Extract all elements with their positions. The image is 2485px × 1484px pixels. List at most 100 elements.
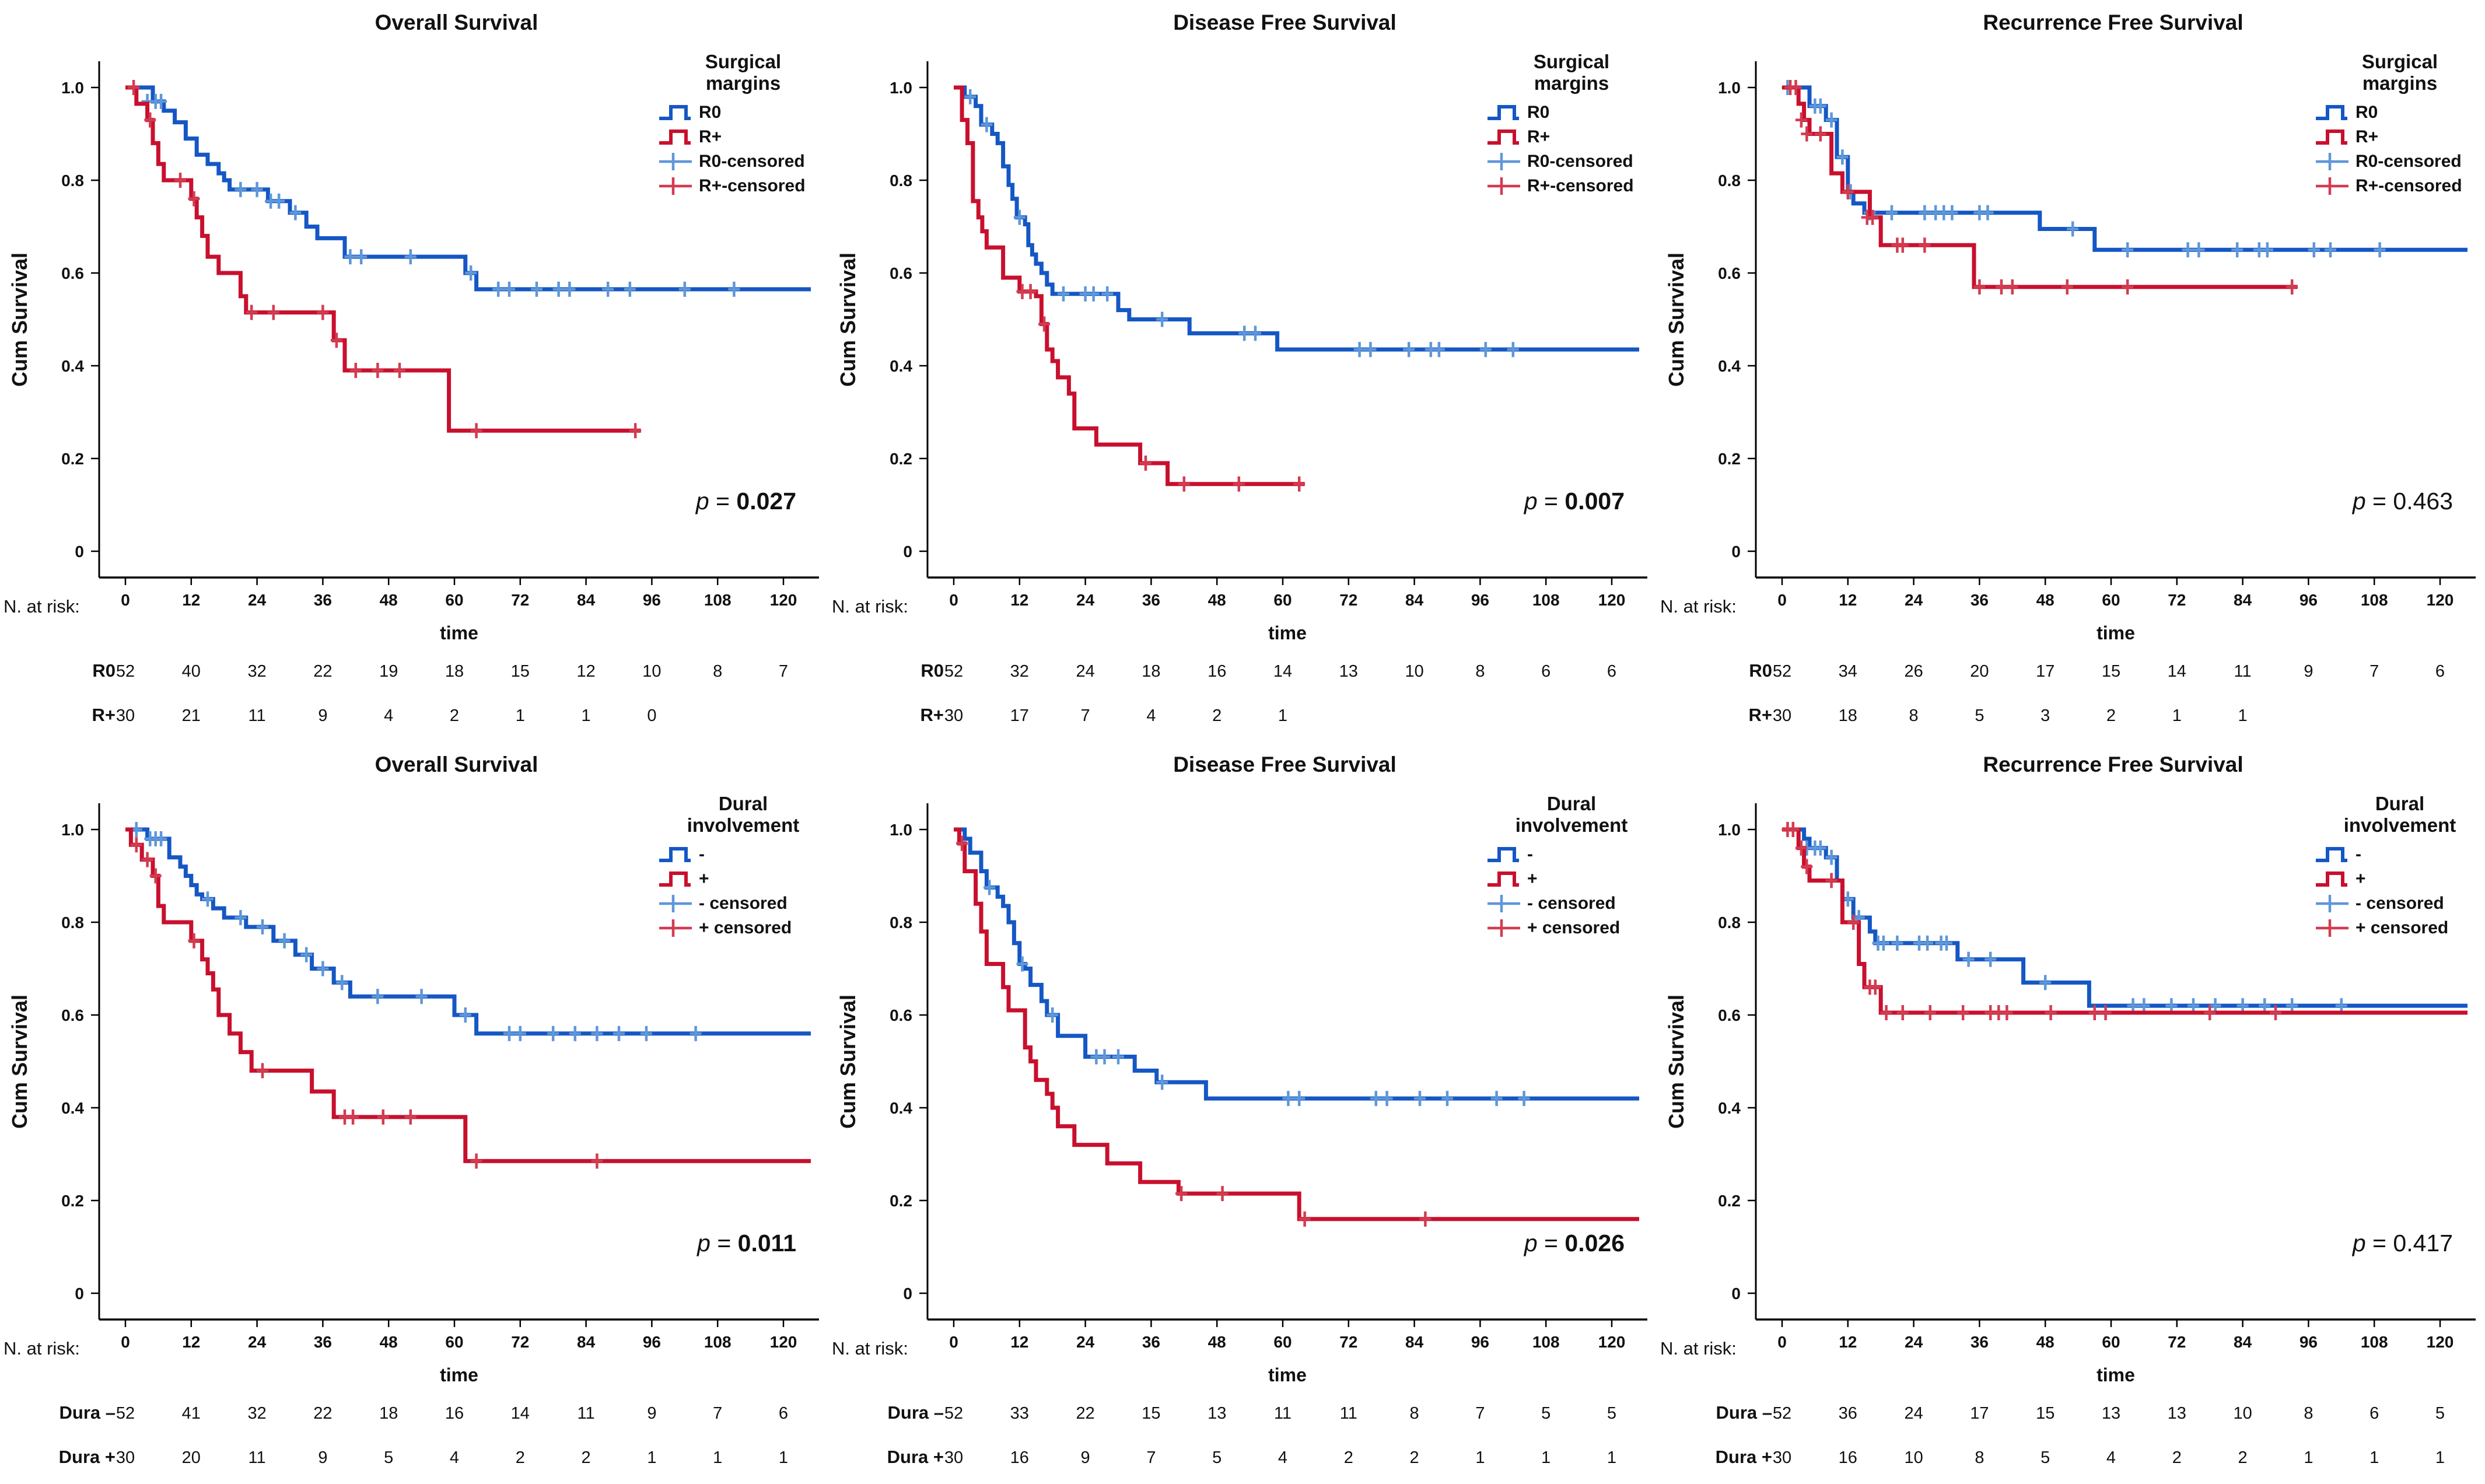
risk-value: 10	[1904, 1448, 1923, 1467]
n-at-risk-label: N. at risk:	[832, 596, 908, 617]
y-axis-label: Cum Survival	[1664, 252, 1688, 387]
risk-value: 7	[713, 1404, 722, 1423]
risk-value: 30	[1773, 706, 1791, 725]
step-line-icon	[2315, 869, 2353, 890]
x-tick-label: 48	[2036, 1333, 2054, 1351]
y-tick-label: 0.8	[890, 172, 912, 190]
y-tick-label: 0.4	[890, 1099, 912, 1117]
legend-entry: -	[2315, 842, 2485, 867]
x-tick-label: 72	[2168, 591, 2186, 609]
risk-value: 2	[2106, 706, 2116, 725]
step-line-icon	[658, 844, 696, 865]
p-value: p = 0.007	[1524, 488, 1625, 514]
x-tick-label: 0	[121, 591, 130, 609]
x-tick-label: 12	[1010, 1333, 1028, 1351]
x-tick-label: 108	[2361, 591, 2388, 609]
risk-value: 1	[2172, 706, 2182, 725]
legend-entry: + censored	[658, 916, 828, 940]
legend: Dural involvement - + - censored + censo…	[658, 793, 828, 940]
x-tick-label: 60	[2102, 1333, 2120, 1351]
risk-value: 52	[116, 1404, 135, 1423]
risk-value: 32	[247, 1404, 266, 1423]
legend-entry: + censored	[2315, 916, 2485, 940]
x-tick-label: 108	[1532, 1333, 1560, 1351]
risk-value: 1	[2304, 1448, 2313, 1467]
legend-entry: R0	[658, 100, 828, 125]
x-tick-label: 12	[182, 591, 200, 609]
legend-entries: - + - censored + censored	[1486, 842, 1657, 940]
risk-value: 1	[1475, 1448, 1485, 1467]
panel-title: Recurrence Free Survival	[1983, 10, 2244, 34]
x-tick-label: 36	[1142, 591, 1160, 609]
y-tick-label: 0.8	[61, 914, 84, 932]
axes: 1.0 0.8 0.6 0.4 0.2 0 0 12 24 36 48 60 72 84 96 108 120 N…	[1660, 803, 2476, 1385]
risk-row-label: Dura –	[888, 1402, 944, 1423]
risk-value: 20	[1970, 662, 1989, 681]
x-tick-label: 36	[1142, 1333, 1160, 1351]
n-at-risk-label: N. at risk:	[4, 1338, 80, 1359]
y-tick-label: 0.4	[1718, 357, 1741, 375]
x-tick-label: 0	[121, 1333, 130, 1351]
x-tick-label: 96	[643, 1333, 661, 1351]
legend: Surgical margins R0 R+ R0-censored R+-ce…	[658, 51, 828, 198]
risk-value: 2	[516, 1448, 525, 1467]
step-line-icon	[2315, 127, 2353, 148]
y-axis-label: Cum Survival	[836, 994, 860, 1129]
legend-entries: - + - censored + censored	[2315, 842, 2485, 940]
risk-value: 20	[182, 1448, 201, 1467]
step-line-icon	[1486, 869, 1525, 890]
risk-value: 11	[249, 1448, 266, 1467]
risk-table: R0 52 40 32 22 19 18 15 12 10 8 7R+ 30 21 11 9 4 2 1 1 0	[92, 660, 789, 725]
x-tick-label: 96	[1471, 591, 1489, 609]
risk-value: 52	[1773, 662, 1791, 681]
x-tick-label: 48	[1208, 591, 1226, 609]
risk-value: 19	[379, 662, 398, 681]
risk-value: 9	[318, 1448, 327, 1467]
risk-value: 30	[944, 706, 963, 725]
km-curve-Dura +	[954, 827, 1639, 1222]
risk-value: 11	[2234, 662, 2252, 681]
plus-censored-icon	[2315, 893, 2353, 914]
x-tick-label: 96	[2300, 591, 2318, 609]
risk-value: 18	[1142, 662, 1160, 681]
legend: Surgical margins R0 R+ R0-censored R+-ce…	[2315, 51, 2485, 198]
x-axis-label: time	[440, 1364, 478, 1385]
risk-value: 14	[511, 1404, 530, 1423]
x-axis-label: time	[1268, 622, 1307, 643]
x-tick-label: 36	[1971, 1333, 1989, 1351]
x-tick-label: 120	[770, 591, 797, 609]
risk-value: 0	[647, 706, 656, 725]
risk-value: 9	[318, 706, 327, 725]
risk-row-label: Dura +	[1716, 1447, 1772, 1467]
risk-value: 8	[1909, 706, 1919, 725]
risk-value: 1	[713, 1448, 722, 1467]
y-tick-label: 1.0	[1718, 79, 1741, 97]
legend-entry: R0-censored	[1486, 149, 1657, 174]
x-tick-label: 84	[2234, 591, 2252, 609]
risk-value: 1	[516, 706, 525, 725]
risk-value: 24	[1904, 1404, 1923, 1423]
censor-marks-Dura +	[956, 835, 1432, 1227]
step-line-icon	[658, 102, 696, 123]
x-tick-label: 36	[1971, 591, 1989, 609]
x-tick-label: 84	[1405, 591, 1424, 609]
y-tick-label: 0	[1731, 1284, 1741, 1303]
legend-entry: -	[1486, 842, 1657, 867]
risk-value: 1	[1278, 706, 1287, 725]
legend-title: Dural involvement	[1515, 793, 1628, 836]
risk-value: 10	[2233, 1404, 2252, 1423]
x-tick-label: 72	[1339, 1333, 1357, 1351]
y-tick-label: 1.0	[61, 821, 84, 839]
y-tick-label: 0	[75, 1284, 84, 1303]
axes: 1.0 0.8 0.6 0.4 0.2 0 0 12 24 36 48 60 72 84 96 108 120 N…	[1660, 61, 2476, 643]
x-tick-label: 84	[577, 591, 596, 609]
censor-marks-Dura -	[130, 822, 702, 1041]
x-tick-label: 0	[949, 1333, 958, 1351]
risk-value: 2	[450, 706, 459, 725]
risk-value: 14	[1273, 662, 1292, 681]
x-tick-label: 120	[1598, 1333, 1626, 1351]
legend-entries: R0 R+ R0-censored R+-censored	[658, 100, 828, 198]
risk-row-label: R+	[921, 705, 944, 725]
